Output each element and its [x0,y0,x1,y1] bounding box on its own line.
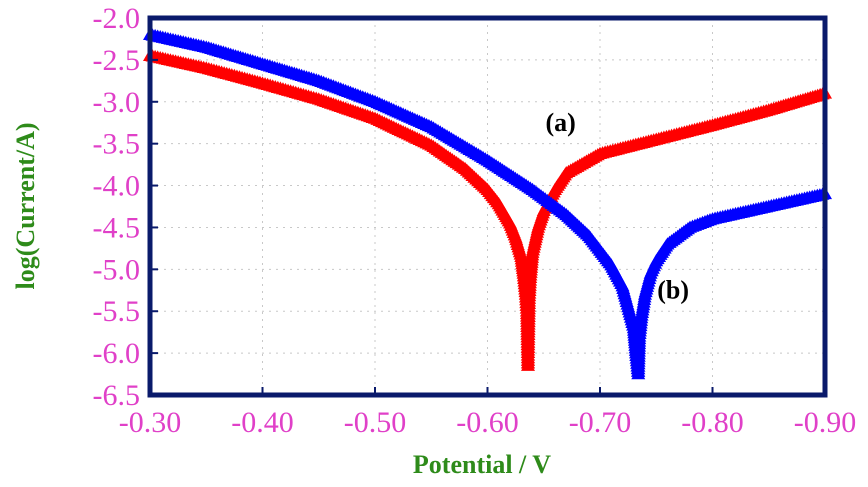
y-axis-title: log(Current/A) [11,122,40,289]
x-tick-label: -0.80 [681,406,744,439]
annotation-label: (a) [545,108,575,137]
y-tick-label: -5.5 [93,295,141,328]
x-tick-label: -0.50 [344,406,407,439]
y-tick-label: -2.5 [93,44,141,77]
series-(b) [143,27,832,380]
y-tick-labels: -2.0 -2.5 -3.0 -3.5 -4.0 -4.5 -5.0 -5.5 -6.0 -6.5 [93,2,158,412]
x-tick-label: -0.90 [794,406,857,439]
y-tick-label: -4.5 [93,211,141,244]
x-tick-labels: -0.30 -0.40 -0.50 -0.60 -0.70 -0.80 -0.90 [119,387,857,439]
y-tick-label: -6.0 [93,337,141,370]
x-tick-label: -0.70 [569,406,632,439]
y-tick-label: -4.0 [93,170,141,203]
series-layer [143,27,832,380]
series-(a) [143,48,832,371]
y-tick-label: -6.5 [93,379,141,412]
x-tick-label: -0.60 [456,406,519,439]
x-tick-label: -0.40 [231,406,294,439]
annotations: (a) (b) [545,108,689,305]
x-tick-label: -0.30 [119,406,182,439]
y-tick-label: -5.0 [93,253,141,286]
y-tick-label: -2.0 [93,2,141,35]
annotation-label: (b) [657,276,689,305]
y-tick-label: -3.5 [93,128,141,161]
x-axis-title: Potential / V [413,450,551,479]
y-tick-label: -3.0 [93,86,141,119]
